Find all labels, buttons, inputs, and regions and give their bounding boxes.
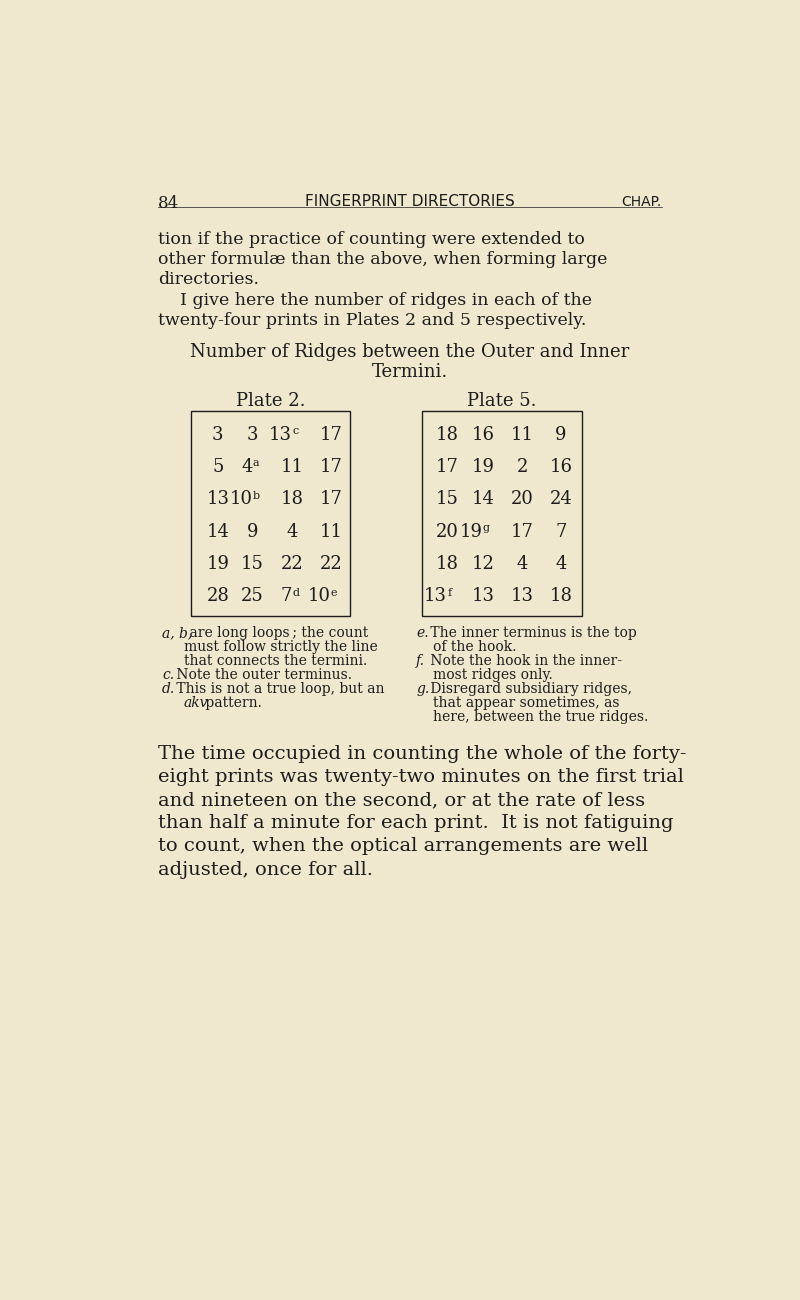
Text: Note the outer terminus.: Note the outer terminus. bbox=[172, 668, 352, 683]
Text: Plate 2.: Plate 2. bbox=[236, 393, 306, 411]
Text: 11: 11 bbox=[281, 458, 304, 476]
Text: 13: 13 bbox=[270, 425, 292, 443]
Text: 4: 4 bbox=[242, 458, 253, 476]
Text: to count, when the optical arrangements are well: to count, when the optical arrangements … bbox=[158, 837, 648, 855]
Text: d: d bbox=[292, 588, 299, 598]
Text: 24: 24 bbox=[550, 490, 573, 508]
Text: 5: 5 bbox=[212, 458, 223, 476]
Bar bbox=[422, 411, 582, 616]
Text: 19: 19 bbox=[471, 458, 494, 476]
Text: 7: 7 bbox=[281, 588, 292, 606]
Text: of the hook.: of the hook. bbox=[434, 641, 517, 654]
Text: 28: 28 bbox=[206, 588, 230, 606]
Text: 17: 17 bbox=[436, 458, 458, 476]
Text: directories.: directories. bbox=[158, 272, 259, 289]
Text: 17: 17 bbox=[319, 425, 342, 443]
Text: Plate 5.: Plate 5. bbox=[467, 393, 537, 411]
Text: 15: 15 bbox=[436, 490, 458, 508]
Text: 10: 10 bbox=[308, 588, 331, 606]
Text: a: a bbox=[253, 458, 259, 468]
Text: most ridges only.: most ridges only. bbox=[434, 668, 553, 683]
Text: Disregard subsidiary ridges,: Disregard subsidiary ridges, bbox=[426, 682, 632, 696]
Text: tion if the practice of counting were extended to: tion if the practice of counting were ex… bbox=[158, 231, 585, 248]
Text: adjusted, once for all.: adjusted, once for all. bbox=[158, 861, 373, 879]
Text: 17: 17 bbox=[511, 523, 534, 541]
Text: 25: 25 bbox=[242, 588, 264, 606]
Text: f: f bbox=[447, 588, 451, 598]
Text: 22: 22 bbox=[319, 555, 342, 573]
Text: e: e bbox=[331, 588, 338, 598]
Text: 11: 11 bbox=[319, 523, 342, 541]
Text: 20: 20 bbox=[436, 523, 458, 541]
Text: that connects the termini.: that connects the termini. bbox=[184, 654, 367, 668]
Text: 18: 18 bbox=[281, 490, 304, 508]
Text: 16: 16 bbox=[471, 425, 494, 443]
Text: must follow strictly the line: must follow strictly the line bbox=[184, 641, 378, 654]
Text: Note the hook in the inner-: Note the hook in the inner- bbox=[426, 654, 622, 668]
Text: b: b bbox=[253, 490, 260, 501]
Text: 9: 9 bbox=[555, 425, 567, 443]
Text: 20: 20 bbox=[511, 490, 534, 508]
Text: 13: 13 bbox=[471, 588, 494, 606]
Text: 17: 17 bbox=[319, 458, 342, 476]
Text: 13: 13 bbox=[206, 490, 230, 508]
Text: 22: 22 bbox=[281, 555, 303, 573]
Text: other formulæ than the above, when forming large: other formulæ than the above, when formi… bbox=[158, 251, 607, 269]
Text: e.: e. bbox=[416, 627, 429, 641]
Text: pattern.: pattern. bbox=[201, 696, 262, 710]
Text: c: c bbox=[292, 426, 298, 436]
Text: 12: 12 bbox=[471, 555, 494, 573]
Text: 3: 3 bbox=[212, 425, 223, 443]
Text: 2: 2 bbox=[517, 458, 528, 476]
Text: 13: 13 bbox=[511, 588, 534, 606]
Text: akv: akv bbox=[184, 696, 208, 710]
Text: 13: 13 bbox=[424, 588, 447, 606]
Text: I give here the number of ridges in each of the: I give here the number of ridges in each… bbox=[158, 291, 592, 308]
Text: 9: 9 bbox=[247, 523, 258, 541]
Text: here, between the true ridges.: here, between the true ridges. bbox=[434, 710, 649, 724]
Text: This is not a true loop, but an: This is not a true loop, but an bbox=[172, 682, 385, 696]
Text: c.: c. bbox=[162, 668, 174, 683]
Text: Number of Ridges between the Outer and Inner: Number of Ridges between the Outer and I… bbox=[190, 343, 630, 361]
Text: f.: f. bbox=[416, 654, 426, 668]
Text: g.: g. bbox=[416, 682, 430, 696]
Text: 18: 18 bbox=[550, 588, 573, 606]
Text: g: g bbox=[483, 523, 490, 533]
Text: 11: 11 bbox=[511, 425, 534, 443]
Text: that appear sometimes, as: that appear sometimes, as bbox=[434, 696, 620, 710]
Text: FINGERPRINT DIRECTORIES: FINGERPRINT DIRECTORIES bbox=[305, 195, 515, 209]
Text: 14: 14 bbox=[206, 523, 230, 541]
Text: a, b,: a, b, bbox=[162, 627, 192, 641]
Text: 17: 17 bbox=[319, 490, 342, 508]
Text: d.: d. bbox=[162, 682, 175, 696]
Text: 3: 3 bbox=[247, 425, 258, 443]
Text: and nineteen on the second, or at the rate of less: and nineteen on the second, or at the ra… bbox=[158, 792, 646, 809]
Text: The inner terminus is the top: The inner terminus is the top bbox=[426, 627, 637, 641]
Text: 18: 18 bbox=[436, 555, 458, 573]
Text: 4: 4 bbox=[517, 555, 528, 573]
Text: 14: 14 bbox=[471, 490, 494, 508]
Text: are long loops ; the count: are long loops ; the count bbox=[185, 627, 368, 641]
Text: The time occupied in counting the whole of the forty-: The time occupied in counting the whole … bbox=[158, 745, 686, 763]
Text: 18: 18 bbox=[436, 425, 458, 443]
Text: 4: 4 bbox=[555, 555, 567, 573]
Text: Termini.: Termini. bbox=[372, 363, 448, 381]
Text: 16: 16 bbox=[550, 458, 573, 476]
Text: 19: 19 bbox=[206, 555, 230, 573]
Text: 19: 19 bbox=[460, 523, 483, 541]
Text: eight prints was twenty-two minutes on the first trial: eight prints was twenty-two minutes on t… bbox=[158, 768, 684, 786]
Bar bbox=[190, 411, 350, 616]
Text: than half a minute for each print.  It is not fatiguing: than half a minute for each print. It is… bbox=[158, 814, 674, 832]
Text: 15: 15 bbox=[242, 555, 264, 573]
Text: 10: 10 bbox=[230, 490, 253, 508]
Text: 84: 84 bbox=[158, 195, 179, 212]
Text: 4: 4 bbox=[286, 523, 298, 541]
Text: CHAP.: CHAP. bbox=[622, 195, 662, 208]
Text: twenty-four prints in Plates 2 and 5 respectively.: twenty-four prints in Plates 2 and 5 res… bbox=[158, 312, 586, 329]
Text: 7: 7 bbox=[555, 523, 567, 541]
